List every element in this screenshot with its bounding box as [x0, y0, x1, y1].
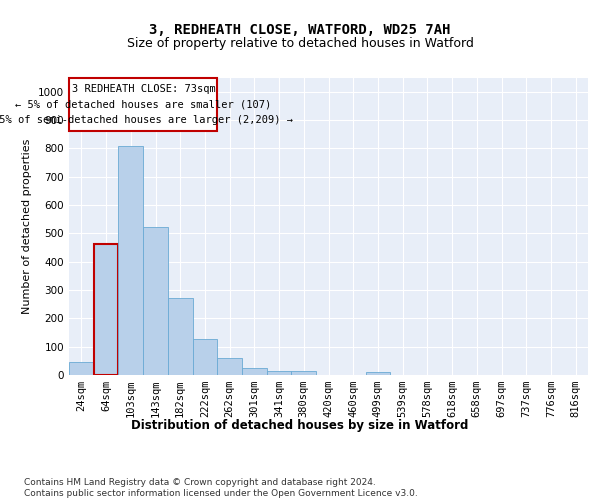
- Bar: [193, 340, 217, 375]
- Bar: [217, 358, 242, 375]
- Text: 3, REDHEATH CLOSE, WATFORD, WD25 7AH: 3, REDHEATH CLOSE, WATFORD, WD25 7AH: [149, 22, 451, 36]
- Bar: [267, 371, 292, 375]
- Bar: [143, 228, 168, 375]
- Bar: [94, 244, 118, 375]
- Bar: [292, 371, 316, 375]
- Text: 3 REDHEATH CLOSE: 73sqm
← 5% of detached houses are smaller (107)
95% of semi-de: 3 REDHEATH CLOSE: 73sqm ← 5% of detached…: [0, 84, 293, 126]
- Text: Size of property relative to detached houses in Watford: Size of property relative to detached ho…: [127, 38, 473, 51]
- Bar: [168, 298, 193, 375]
- Bar: [69, 362, 94, 375]
- Text: Distribution of detached houses by size in Watford: Distribution of detached houses by size …: [131, 420, 469, 432]
- Bar: [242, 368, 267, 375]
- Bar: [118, 146, 143, 375]
- Y-axis label: Number of detached properties: Number of detached properties: [22, 138, 32, 314]
- Text: Contains HM Land Registry data © Crown copyright and database right 2024.
Contai: Contains HM Land Registry data © Crown c…: [24, 478, 418, 498]
- Bar: [365, 372, 390, 375]
